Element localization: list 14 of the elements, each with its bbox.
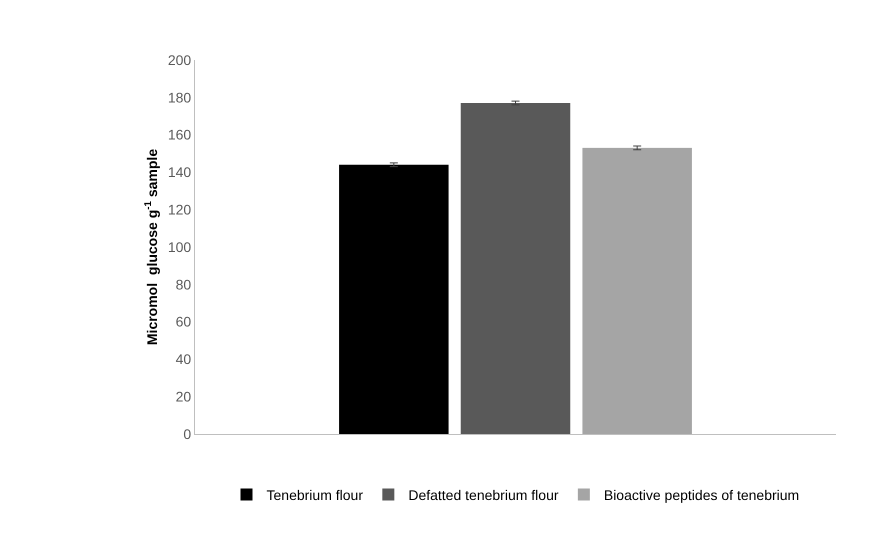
y-tick-label: 40 [176, 351, 192, 368]
legend-label: Bioactive peptides of tenebrium [604, 486, 800, 503]
y-tick-label: 20 [176, 388, 192, 404]
y-tick-label: 60 [176, 314, 192, 330]
y-tick-label: 180 [168, 89, 192, 106]
y-tick-label: 160 [168, 126, 192, 143]
y-tick-label: 200 [168, 52, 192, 68]
legend-label: Defatted tenebrium flour [408, 486, 559, 503]
y-tick-label: 0 [183, 426, 192, 442]
y-tick-label: 100 [168, 238, 192, 255]
y-tick-label: 140 [168, 164, 192, 180]
legend-label: Tenebrium flour [266, 486, 364, 503]
y-tick-label: 120 [168, 202, 192, 218]
y-tick-label: 80 [176, 276, 192, 292]
